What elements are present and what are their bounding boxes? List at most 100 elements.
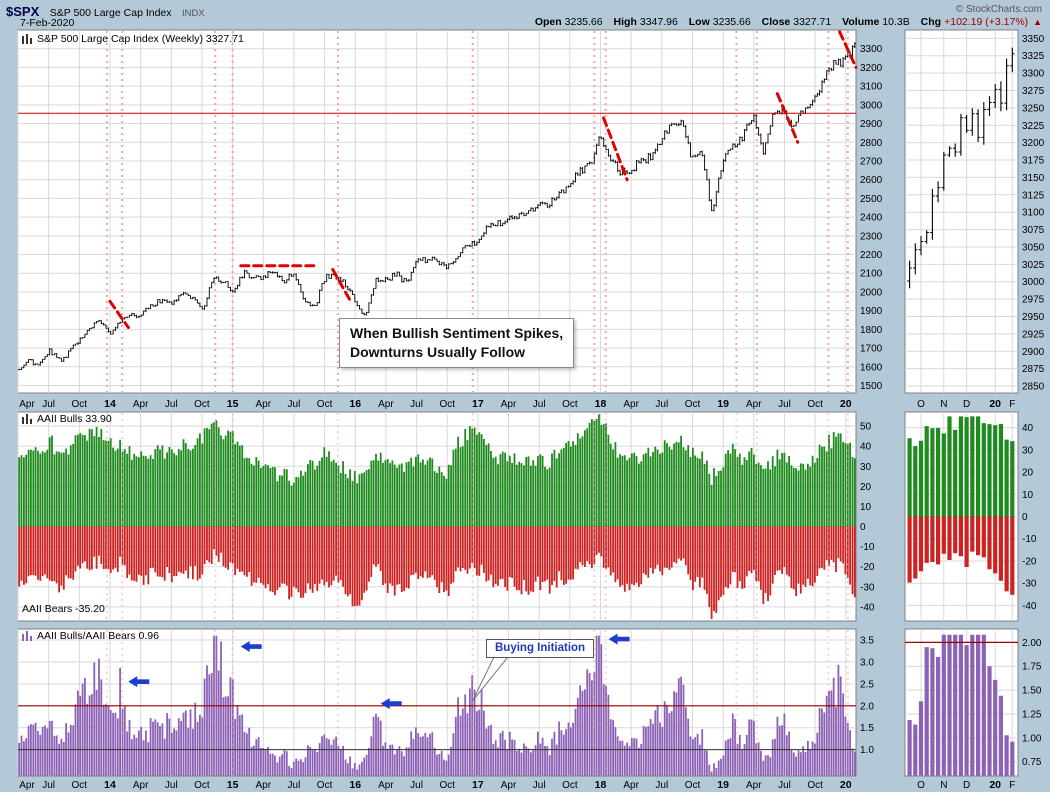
high-value: 3347.96 bbox=[639, 16, 678, 28]
svg-text:3250: 3250 bbox=[1022, 103, 1045, 114]
svg-text:2.00: 2.00 bbox=[1022, 638, 1042, 649]
up-arrow-icon: ▲ bbox=[1033, 17, 1042, 27]
svg-text:-20: -20 bbox=[860, 562, 875, 573]
svg-text:-10: -10 bbox=[1022, 534, 1037, 545]
svg-text:Jul: Jul bbox=[165, 399, 178, 410]
svg-text:3275: 3275 bbox=[1022, 86, 1045, 97]
chg-value: +102.19 (+3.17%) bbox=[944, 16, 1029, 28]
trend-line bbox=[331, 268, 353, 304]
note-line2: Downturns Usually Follow bbox=[350, 343, 526, 360]
svg-text:3175: 3175 bbox=[1022, 156, 1045, 167]
svg-text:3300: 3300 bbox=[860, 44, 883, 55]
svg-text:1600: 1600 bbox=[860, 362, 883, 373]
svg-text:3100: 3100 bbox=[1022, 208, 1045, 219]
svg-text:2.5: 2.5 bbox=[860, 679, 874, 690]
symbol-label: $SPX bbox=[6, 4, 40, 19]
svg-text:Oct: Oct bbox=[439, 780, 455, 791]
svg-text:2900: 2900 bbox=[1022, 347, 1045, 358]
svg-text:Jul: Jul bbox=[288, 780, 301, 791]
svg-text:16: 16 bbox=[349, 779, 361, 791]
svg-text:10: 10 bbox=[860, 502, 872, 513]
svg-text:Oct: Oct bbox=[72, 780, 88, 791]
inset-ratio-series bbox=[907, 634, 1015, 776]
svg-text:Apr: Apr bbox=[255, 399, 271, 410]
svg-text:Apr: Apr bbox=[746, 780, 762, 791]
svg-text:Oct: Oct bbox=[807, 780, 823, 791]
svg-text:3.0: 3.0 bbox=[860, 657, 874, 668]
svg-text:1.75: 1.75 bbox=[1022, 662, 1042, 673]
svg-text:Jul: Jul bbox=[42, 780, 55, 791]
close-value: 3327.71 bbox=[793, 16, 832, 28]
svg-text:3.5: 3.5 bbox=[860, 635, 874, 646]
svg-text:Jul: Jul bbox=[778, 780, 791, 791]
svg-text:2100: 2100 bbox=[860, 269, 883, 280]
aaii-bears-series bbox=[18, 526, 856, 619]
svg-text:15: 15 bbox=[227, 779, 239, 791]
svg-text:2200: 2200 bbox=[860, 250, 883, 261]
svg-text:2800: 2800 bbox=[860, 138, 883, 149]
svg-text:19: 19 bbox=[717, 779, 729, 791]
svg-text:Apr: Apr bbox=[378, 780, 394, 791]
svg-text:Oct: Oct bbox=[317, 780, 333, 791]
aaii-bulls-series bbox=[18, 414, 856, 527]
svg-text:N: N bbox=[940, 780, 947, 791]
svg-text:1.25: 1.25 bbox=[1022, 709, 1042, 720]
svg-text:3325: 3325 bbox=[1022, 51, 1045, 62]
svg-text:Apr: Apr bbox=[501, 399, 517, 410]
svg-text:-30: -30 bbox=[860, 582, 875, 593]
svg-text:3075: 3075 bbox=[1022, 225, 1045, 236]
svg-text:Oct: Oct bbox=[562, 780, 578, 791]
bulls-label: AAII Bulls 33.90 bbox=[37, 413, 112, 425]
exchange-label: INDX bbox=[181, 8, 205, 19]
svg-text:2.0: 2.0 bbox=[860, 701, 874, 712]
svg-text:3225: 3225 bbox=[1022, 121, 1045, 132]
svg-text:1.0: 1.0 bbox=[860, 745, 874, 756]
svg-text:30: 30 bbox=[1022, 445, 1034, 456]
svg-text:3100: 3100 bbox=[860, 82, 883, 93]
low-label: Low bbox=[688, 16, 710, 28]
svg-text:Oct: Oct bbox=[439, 399, 455, 410]
svg-text:2900: 2900 bbox=[860, 119, 883, 130]
svg-text:Apr: Apr bbox=[623, 399, 639, 410]
svg-text:0.75: 0.75 bbox=[1022, 757, 1042, 768]
svg-text:Jul: Jul bbox=[165, 780, 178, 791]
blue-arrow-icon bbox=[240, 641, 262, 653]
svg-text:Apr: Apr bbox=[378, 399, 394, 410]
svg-text:Jul: Jul bbox=[533, 399, 546, 410]
price-panel-title: S&P 500 Large Cap Index (Weekly) 3327.71 bbox=[22, 33, 244, 45]
svg-text:Jul: Jul bbox=[410, 399, 423, 410]
date-label: 7-Feb-2020 bbox=[20, 17, 75, 29]
svg-text:20: 20 bbox=[989, 779, 1001, 791]
blue-arrow-icon bbox=[608, 633, 630, 645]
svg-text:3000: 3000 bbox=[860, 100, 883, 111]
svg-text:2925: 2925 bbox=[1022, 329, 1045, 340]
svg-text:10: 10 bbox=[1022, 490, 1034, 501]
svg-text:-30: -30 bbox=[1022, 579, 1037, 590]
svg-text:1.00: 1.00 bbox=[1022, 733, 1042, 744]
svg-text:0: 0 bbox=[1022, 512, 1028, 523]
svg-text:-40: -40 bbox=[860, 602, 875, 613]
chg-label: Chg bbox=[920, 16, 942, 28]
close-label: Close bbox=[761, 16, 791, 28]
svg-text:1.5: 1.5 bbox=[860, 723, 874, 734]
bulls-bears-ratio-series bbox=[18, 635, 856, 776]
open-label: Open bbox=[534, 16, 562, 28]
volume-label: Volume bbox=[842, 16, 880, 28]
svg-text:Jul: Jul bbox=[533, 780, 546, 791]
svg-text:14: 14 bbox=[104, 779, 116, 791]
svg-text:2600: 2600 bbox=[860, 175, 883, 186]
svg-text:-20: -20 bbox=[1022, 556, 1037, 567]
svg-text:19: 19 bbox=[717, 398, 729, 410]
trend-line bbox=[775, 92, 800, 144]
svg-text:2000: 2000 bbox=[860, 287, 883, 298]
note-line1: When Bullish Sentiment Spikes, bbox=[350, 325, 564, 341]
svg-text:1.50: 1.50 bbox=[1022, 686, 1042, 697]
svg-text:Oct: Oct bbox=[317, 399, 333, 410]
svg-text:Oct: Oct bbox=[685, 780, 701, 791]
open-value: 3235.66 bbox=[564, 16, 603, 28]
inset-bulls-series bbox=[907, 416, 1015, 517]
svg-text:Apr: Apr bbox=[133, 399, 149, 410]
sentiment-chart-icon bbox=[22, 414, 32, 424]
